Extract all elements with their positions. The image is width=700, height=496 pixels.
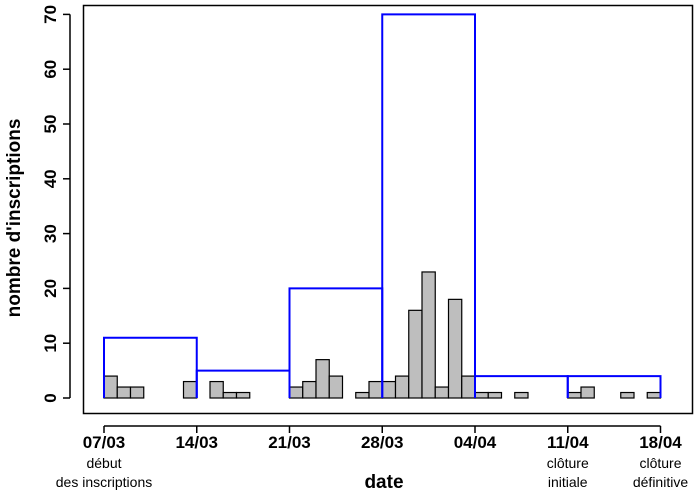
daily-bar — [182, 380, 198, 399]
daily-bar — [474, 391, 489, 399]
daily-bar — [368, 380, 383, 399]
x-tick-label: 21/03 — [268, 433, 311, 452]
daily-bar — [487, 391, 503, 399]
x-tick-label: 18/04 — [639, 433, 682, 452]
y-tick-label: 30 — [41, 224, 60, 243]
daily-bar — [381, 380, 397, 399]
daily-bar — [434, 386, 450, 399]
annotation-line: initiale — [548, 474, 588, 490]
daily-bar — [129, 386, 145, 399]
weekly-bar — [566, 375, 662, 398]
y-tick-label: 0 — [41, 393, 60, 402]
x-axis: 07/03 14/03 21/03 28/03 04/04 11/04 18/04 — [83, 425, 682, 452]
weekly-bar — [103, 336, 198, 398]
daily-bar — [580, 386, 595, 399]
daily-bar — [355, 391, 370, 399]
daily-bar — [328, 375, 344, 399]
plot-box — [82, 4, 694, 415]
x-tick-label: 07/03 — [83, 433, 126, 452]
x-tick-label: 11/04 — [547, 433, 589, 452]
daily-bar — [116, 386, 132, 399]
daily-bar — [315, 359, 330, 399]
daily-bar — [209, 380, 224, 399]
y-tick-label: 70 — [41, 5, 60, 24]
x-axis-title: date — [364, 472, 403, 493]
annotations: début des inscriptions clôture initiale clôt… — [56, 455, 689, 490]
annotation-line: des inscriptions — [56, 474, 153, 490]
annotation-line: début — [86, 455, 121, 471]
daily-bar — [567, 391, 582, 399]
y-tick-label: 20 — [41, 279, 60, 298]
daily-bars — [103, 271, 662, 399]
annotation-line: clôture — [547, 455, 589, 471]
daily-bar — [394, 375, 410, 399]
daily-bar — [447, 298, 463, 399]
daily-bar — [302, 380, 317, 399]
x-tick-label: 28/03 — [361, 433, 404, 452]
y-tick-label: 10 — [41, 334, 60, 353]
y-tick-label: 50 — [41, 115, 60, 134]
annotation-line: clôture — [639, 455, 681, 471]
weekly-bar — [381, 13, 476, 398]
x-tick-label: 04/04 — [454, 433, 497, 452]
daily-bar — [461, 375, 476, 399]
daily-bar — [288, 386, 304, 399]
annotation-line: définitive — [633, 474, 688, 490]
daily-bar — [646, 391, 662, 399]
y-tick-label: 60 — [41, 60, 60, 79]
y-axis: 0 10 20 30 40 50 60 70 — [41, 5, 71, 403]
daily-bar — [421, 271, 436, 399]
daily-bar — [408, 309, 423, 399]
daily-bar — [222, 391, 238, 399]
daily-bar — [620, 391, 635, 399]
y-axis-title: nombre d'inscriptions — [4, 119, 25, 318]
daily-bar — [103, 375, 118, 399]
daily-bar — [514, 391, 529, 399]
weekly-lines — [103, 13, 662, 398]
daily-bar — [235, 391, 251, 399]
y-tick-label: 40 — [41, 169, 60, 188]
x-tick-label: 14/03 — [175, 433, 218, 452]
